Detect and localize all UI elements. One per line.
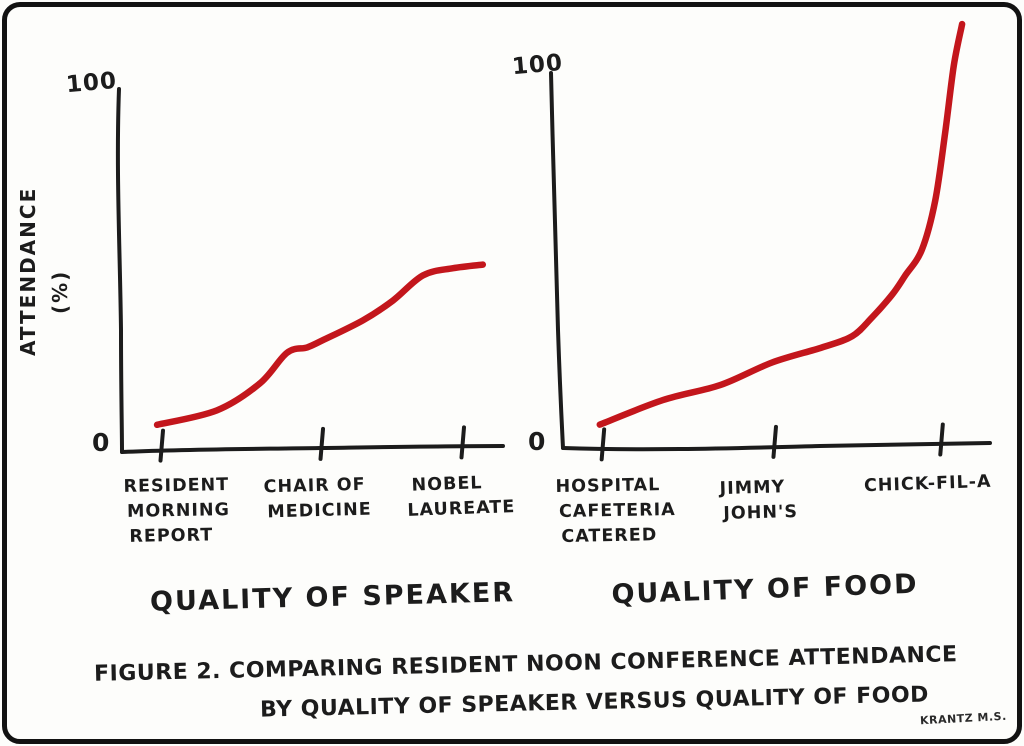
food-attendance-curve xyxy=(596,20,966,428)
xtick-line: NOBEL xyxy=(411,473,483,496)
category-tick-mark xyxy=(158,428,166,463)
category-tick-mark xyxy=(599,427,607,462)
xtick-label-hospital-cafeteria-catered: HOSPITAL CAFETERIA CATERED xyxy=(555,473,676,550)
food-y-axis xyxy=(549,71,565,450)
y-axis-title-attendance: ATTENDANCE xyxy=(16,186,40,356)
xtick-label-chair-of-medicine: CHAIR OF MEDICINE xyxy=(263,473,372,526)
xtick-line: MORNING xyxy=(126,500,231,522)
xtick-line: JIMMY xyxy=(719,477,786,500)
speaker-y-axis xyxy=(115,87,124,454)
food-ytick-0: 0 xyxy=(528,427,546,456)
y-axis-title-percent: (%) xyxy=(48,269,72,314)
xtick-line: CATERED xyxy=(561,525,658,547)
food-ytick-100: 100 xyxy=(510,49,565,81)
category-tick-mark xyxy=(318,426,326,461)
xtick-line: CHAIR OF xyxy=(263,474,366,498)
speaker-x-axis xyxy=(120,444,505,454)
category-tick-mark xyxy=(459,425,466,460)
category-tick-mark xyxy=(771,424,778,459)
speaker-attendance-curve xyxy=(153,261,487,429)
xtick-line: HOSPITAL xyxy=(555,475,661,498)
xtick-line: JOHN'S xyxy=(723,501,799,524)
xtick-line: CAFETERIA xyxy=(558,499,676,522)
food-axis-ticks xyxy=(599,422,945,462)
xtick-label-nobel-laureate: NOBEL LAUREATE xyxy=(403,470,516,524)
xtick-line: MEDICINE xyxy=(267,499,372,523)
xtick-line: LAUREATE xyxy=(407,497,516,521)
speaker-ytick-100: 100 xyxy=(64,67,119,99)
xtick-line: CHICK-FIL-A xyxy=(863,471,992,497)
xtick-line: RESIDENT xyxy=(123,475,230,497)
xtick-label-resident-morning-report: RESIDENT MORNING REPORT xyxy=(123,473,230,550)
xtick-label-chick-fil-a: CHICK-FIL-A xyxy=(864,470,992,499)
food-x-axis xyxy=(561,441,992,452)
speaker-ytick-0: 0 xyxy=(92,428,110,457)
xtick-label-jimmy-johns: JIMMY JOHN'S xyxy=(719,475,798,527)
xtick-line: REPORT xyxy=(129,525,214,547)
category-tick-mark xyxy=(938,422,945,457)
speaker-axis-ticks xyxy=(158,425,466,463)
